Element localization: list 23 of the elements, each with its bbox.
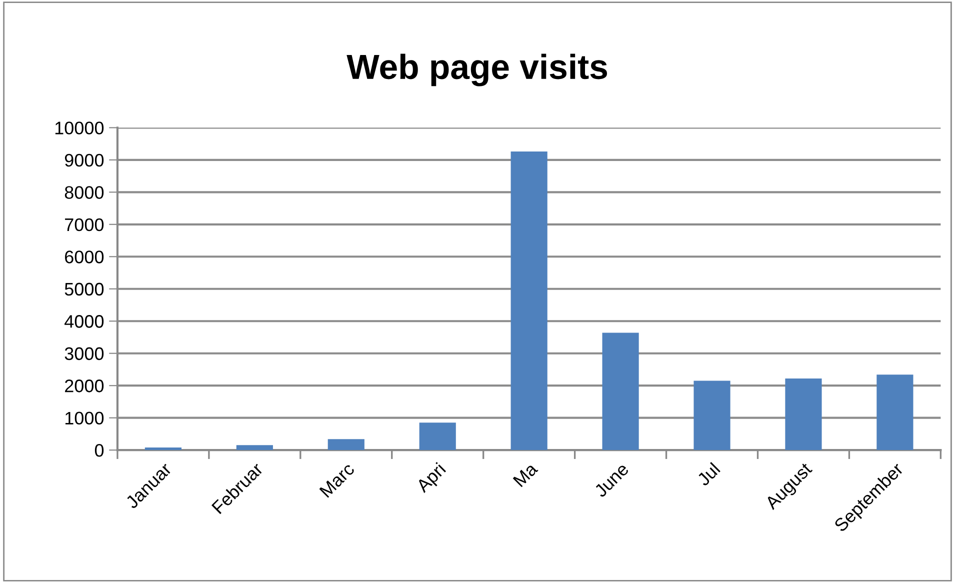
y-tick-label: 0 bbox=[94, 444, 104, 457]
y-tick-label: 4000 bbox=[64, 315, 104, 328]
bar bbox=[876, 374, 914, 450]
bar bbox=[419, 422, 456, 450]
y-tick-label: 6000 bbox=[65, 250, 104, 264]
y-tick-label: 1000 bbox=[65, 412, 104, 425]
bar bbox=[328, 439, 364, 450]
y-tick-label: 2000 bbox=[65, 380, 104, 392]
bar bbox=[602, 332, 639, 450]
x-tick-label: Ma bbox=[512, 462, 538, 488]
y-tick-label: 8000 bbox=[64, 186, 104, 199]
bar bbox=[694, 380, 730, 450]
bar bbox=[144, 447, 182, 450]
bar bbox=[785, 378, 822, 450]
y-tick-label: 10000 bbox=[55, 122, 104, 134]
y-tick-label: 9000 bbox=[64, 154, 104, 167]
bar bbox=[510, 152, 548, 450]
y-tick-label: 3000 bbox=[64, 347, 104, 360]
chart-title: Web page visits bbox=[346, 54, 607, 86]
y-tick-label: 5000 bbox=[64, 282, 104, 296]
y-tick-label: 7000 bbox=[65, 218, 104, 232]
x-tick-label: Jul bbox=[696, 462, 721, 487]
bar bbox=[236, 445, 273, 450]
